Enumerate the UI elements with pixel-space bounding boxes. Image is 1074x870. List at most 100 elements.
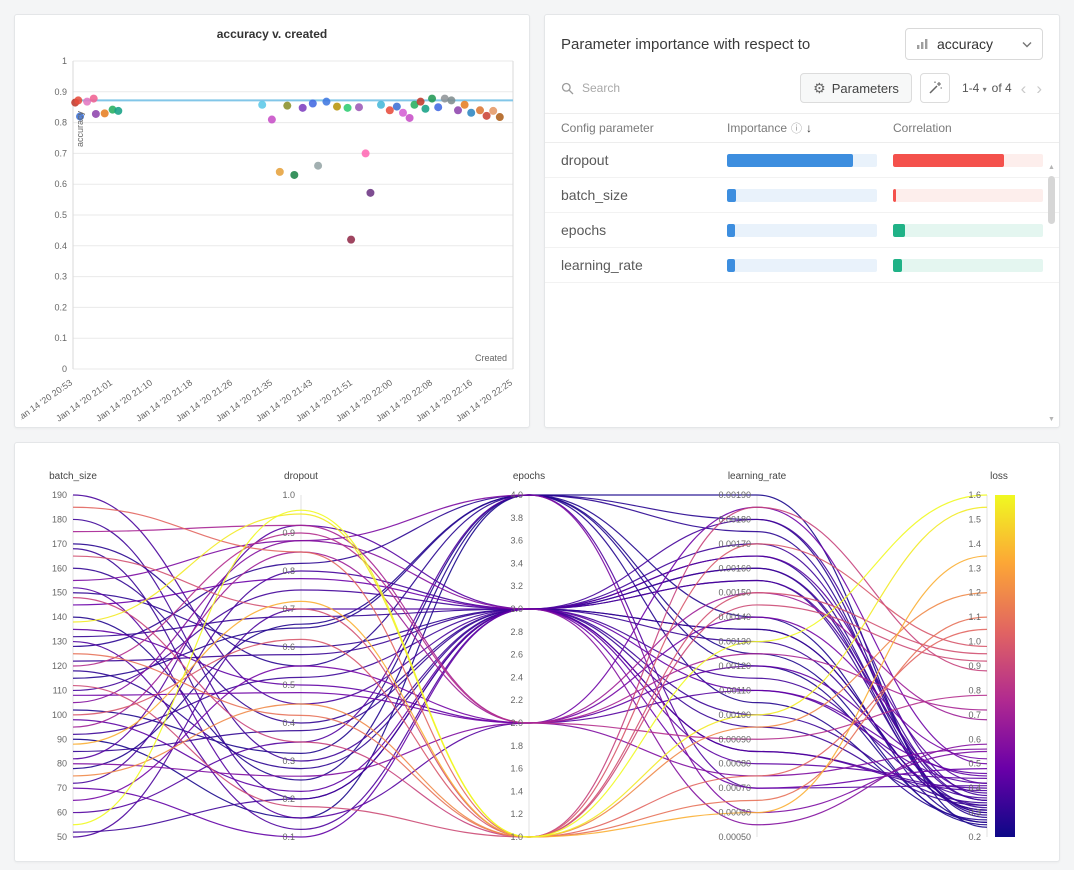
svg-text:1.6: 1.6 [968,490,981,500]
svg-text:0.3: 0.3 [282,756,295,766]
metric-dropdown[interactable]: accuracy [905,28,1043,60]
svg-text:0.00170: 0.00170 [718,539,751,549]
correlation-bar [893,188,1043,202]
svg-text:90: 90 [57,734,67,744]
svg-text:epochs: epochs [513,471,545,482]
svg-text:0.8: 0.8 [282,566,295,576]
svg-text:180: 180 [52,514,67,524]
svg-text:0.7: 0.7 [282,604,295,614]
svg-text:0.4: 0.4 [54,241,67,251]
svg-text:1.0: 1.0 [968,637,981,647]
col-importance[interactable]: Importance ⓘ ↓ [727,121,813,135]
parameters-button-label: Parameters [831,80,899,96]
chevron-down-icon [1022,41,1032,47]
svg-text:170: 170 [52,539,67,549]
col-correlation[interactable]: Correlation [893,121,952,135]
svg-text:3.6: 3.6 [510,536,523,546]
svg-text:Created: Created [475,353,507,363]
svg-text:2.2: 2.2 [510,695,523,705]
svg-text:160: 160 [52,563,67,573]
importance-table-header: Config parameter Importance ⓘ ↓ Correlat… [545,113,1059,143]
svg-text:0.7: 0.7 [54,148,67,158]
search-input[interactable] [580,80,710,96]
svg-text:0.6: 0.6 [282,642,295,652]
svg-text:0.00190: 0.00190 [718,490,751,500]
importance-bar [727,153,877,167]
pagination-range[interactable]: 1-4 ▾ [961,81,987,95]
param-name: learning_rate [561,257,643,273]
svg-text:0.4: 0.4 [968,783,981,793]
svg-text:loss: loss [990,471,1008,482]
search-box[interactable] [561,80,710,96]
svg-text:70: 70 [57,783,67,793]
pagination: 1-4 ▾ of 4 [962,81,1012,95]
svg-text:140: 140 [52,612,67,622]
gear-icon: ⚙ [813,80,826,96]
importance-title: Parameter importance with respect to [561,35,811,53]
table-row[interactable]: epochs [545,213,1059,248]
table-row[interactable]: batch_size [545,178,1059,213]
table-row[interactable]: dropout [545,143,1059,178]
col-config-parameter: Config parameter [561,121,654,135]
svg-text:1.1: 1.1 [968,612,981,622]
svg-text:0.1: 0.1 [282,832,295,842]
importance-toolbar: ⚙ Parameters 1-4 ▾ [545,60,1059,113]
sort-desc-icon: ↓ [806,121,813,135]
svg-text:3.2: 3.2 [510,581,523,591]
svg-text:190: 190 [52,490,67,500]
svg-text:batch_size: batch_size [49,471,97,482]
svg-text:0.8: 0.8 [968,685,981,695]
correlation-bar [893,153,1043,167]
svg-text:0.5: 0.5 [54,210,67,220]
svg-text:dropout: dropout [284,471,318,482]
svg-text:3.8: 3.8 [510,513,523,523]
parallel-panel: batch_size 50 60 70 80 90 100 110 120 130 140 150 16… [14,442,1060,862]
table-row[interactable]: learning_rate [545,248,1059,283]
svg-text:0.00100: 0.00100 [718,710,751,720]
magic-wand-icon [929,81,942,94]
scroll-up-icon[interactable]: ▲ [1048,164,1055,171]
svg-text:0.00180: 0.00180 [718,514,751,524]
svg-text:0.7: 0.7 [968,710,981,720]
svg-text:0.1: 0.1 [54,333,67,343]
svg-text:0.5: 0.5 [968,759,981,769]
svg-text:0.3: 0.3 [54,272,67,282]
svg-text:100: 100 [52,710,67,720]
search-icon [561,82,574,94]
pagination-caret-icon: ▾ [982,85,987,94]
svg-text:1.0: 1.0 [282,490,295,500]
parameters-button[interactable]: ⚙ Parameters [800,73,912,103]
param-name: batch_size [561,187,628,203]
svg-text:2.0: 2.0 [510,718,523,728]
svg-text:1.2: 1.2 [510,809,523,819]
scatter-panel: accuracy v. created 0 0.1 0.2 0.3 0.4 0.5 0.6 0… [14,14,530,428]
scrollbar[interactable]: ▲ ▼ [1046,164,1057,423]
svg-text:0.00080: 0.00080 [718,759,751,769]
svg-text:120: 120 [52,661,67,671]
svg-text:0.2: 0.2 [282,794,295,804]
prev-page-icon[interactable]: ‹ [1020,78,1027,98]
scroll-down-icon[interactable]: ▼ [1048,416,1055,423]
svg-text:50: 50 [57,832,67,842]
svg-text:1.8: 1.8 [510,741,523,751]
correlation-bar [893,223,1043,237]
scatter-title: accuracy v. created [216,27,328,41]
importance-bar [727,223,877,237]
svg-text:0.00130: 0.00130 [718,637,751,647]
svg-text:0.9: 0.9 [968,661,981,671]
magic-wand-button[interactable] [919,73,950,103]
svg-text:0.00090: 0.00090 [718,734,751,744]
svg-text:2.6: 2.6 [510,650,523,660]
scrollbar-thumb[interactable] [1048,176,1055,224]
svg-text:0.00140: 0.00140 [718,612,751,622]
next-page-icon[interactable]: › [1036,78,1042,98]
svg-text:0.6: 0.6 [968,734,981,744]
svg-text:0.00060: 0.00060 [718,808,751,818]
importance-bar [727,188,877,202]
svg-text:60: 60 [57,808,67,818]
svg-text:0.2: 0.2 [968,832,981,842]
parallel-coordinates-chart[interactable]: batch_size 50 60 70 80 90 100 110 120 130 140 150 16… [15,443,1059,861]
svg-text:0.2: 0.2 [54,302,67,312]
svg-text:0: 0 [62,364,67,374]
